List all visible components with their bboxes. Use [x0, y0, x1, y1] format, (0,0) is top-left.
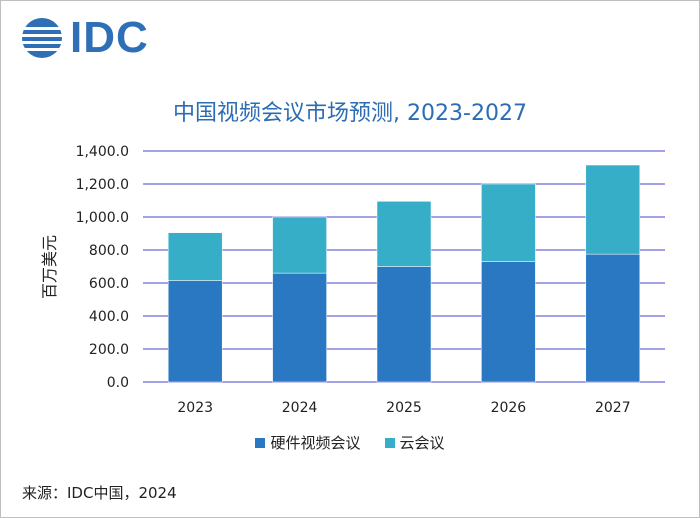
y-tick-label: 1,200.0	[76, 177, 129, 193]
legend-label-hardware: 硬件视频会议	[270, 434, 361, 452]
bar-cloud-2026	[481, 183, 536, 262]
source-note: 来源：IDC中国，2024	[22, 484, 177, 502]
legend-label-cloud: 云会议	[399, 434, 445, 452]
y-tick-label: 400.0	[89, 309, 129, 325]
bar-hardware-2024	[272, 272, 327, 383]
x-tick-label: 2027	[595, 400, 631, 416]
x-tick-label: 2025	[386, 400, 422, 416]
bar-cloud-2025	[376, 201, 432, 267]
x-tick-label: 2024	[282, 400, 318, 416]
bar-hardware-2027	[585, 253, 641, 383]
x-tick-label: 2023	[177, 400, 213, 416]
chart-title: 中国视频会议市场预测, 2023-2027	[173, 101, 527, 126]
bar-cloud-2023	[167, 232, 223, 281]
y-tick-label: 1,000.0	[76, 210, 129, 226]
bar-hardware-2025	[376, 266, 432, 383]
y-tick-label: 200.0	[89, 342, 129, 358]
idc-logo: IDC	[20, 14, 149, 62]
y-tick-label: 0.0	[107, 375, 129, 391]
y-tick-label: 1,400.0	[76, 144, 129, 160]
legend: 硬件视频会议 云会议	[0, 432, 700, 453]
bar-cloud-2027	[585, 164, 641, 255]
legend-swatch-hardware	[255, 437, 266, 448]
y-tick-label: 600.0	[89, 276, 129, 292]
x-tick-label: 2026	[491, 400, 527, 416]
legend-item-cloud: 云会议	[384, 432, 445, 453]
legend-item-hardware: 硬件视频会议	[255, 432, 361, 453]
globe-icon	[20, 18, 64, 58]
bar-cloud-2024	[272, 216, 327, 274]
bar-hardware-2026	[481, 261, 536, 383]
bar-hardware-2023	[167, 280, 223, 383]
y-tick-label: 800.0	[89, 243, 129, 259]
legend-swatch-cloud	[384, 437, 395, 448]
logo-text: IDC	[70, 13, 149, 62]
